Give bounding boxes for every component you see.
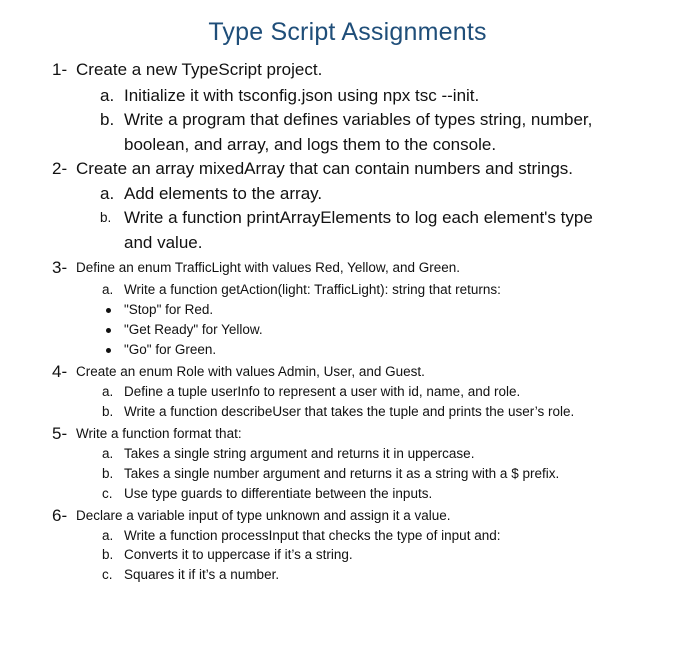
section-number: 1-: [52, 60, 67, 80]
item-text: Takes a single string argument and retur…: [124, 446, 474, 461]
item-text-continuation: boolean, and array, and logs them to the…: [124, 135, 496, 154]
page-title: Type Script Assignments: [0, 18, 695, 47]
bullet-icon: [106, 328, 111, 333]
item-marker: a.: [102, 282, 113, 297]
section-number: 4-: [52, 362, 67, 382]
section-heading: Define an enum TrafficLight with values …: [76, 260, 460, 275]
section-heading: Create an enum Role with values Admin, U…: [76, 364, 425, 379]
item-marker: b.: [102, 404, 113, 419]
item-text: Initialize it with tsconfig.json using n…: [124, 86, 479, 106]
bullet-text: "Go" for Green.: [124, 342, 216, 357]
item-marker: a.: [100, 86, 114, 106]
item-text: Use type guards to differentiate between…: [124, 486, 432, 501]
item-marker: c.: [102, 567, 113, 582]
item-text: Converts it to uppercase if it’s a strin…: [124, 547, 353, 562]
section-number: 3-: [52, 258, 67, 278]
bullet-text: "Stop" for Red.: [124, 302, 213, 317]
item-text: Write a function getAction(light: Traffi…: [124, 282, 501, 297]
item-text: Write a function printArrayElements to l…: [124, 208, 593, 228]
item-text-continuation: and value.: [124, 233, 202, 252]
item-marker: b.: [100, 210, 111, 225]
bullet-text: "Get Ready" for Yellow.: [124, 322, 263, 337]
section-number: 2-: [52, 159, 67, 179]
section-heading: Write a function format that:: [76, 426, 242, 441]
section-heading: Create an array mixedArray that can cont…: [76, 159, 573, 179]
item-text: Takes a single number argument and retur…: [124, 466, 559, 481]
section-number: 6-: [52, 506, 67, 526]
item-marker: a.: [102, 528, 113, 543]
item-marker: b.: [102, 466, 113, 481]
item-marker: c.: [102, 486, 113, 501]
section-number: 5-: [52, 424, 67, 444]
bullet-icon: [106, 308, 111, 313]
item-text: Write a function describeUser that takes…: [124, 404, 574, 419]
item-marker: a.: [100, 184, 114, 204]
item-marker: a.: [102, 446, 113, 461]
item-marker: a.: [102, 384, 113, 399]
item-marker: b.: [100, 110, 114, 130]
item-text: Define a tuple userInfo to represent a u…: [124, 384, 520, 399]
item-text: Write a function processInput that check…: [124, 528, 500, 543]
item-text: Add elements to the array.: [124, 184, 322, 204]
bullet-icon: [106, 348, 111, 353]
item-marker: b.: [102, 547, 113, 562]
section-heading: Declare a variable input of type unknown…: [76, 508, 450, 523]
section-heading: Create a new TypeScript project.: [76, 60, 322, 80]
item-text: Write a program that defines variables o…: [124, 110, 592, 130]
item-text: Squares it if it’s a number.: [124, 567, 279, 582]
